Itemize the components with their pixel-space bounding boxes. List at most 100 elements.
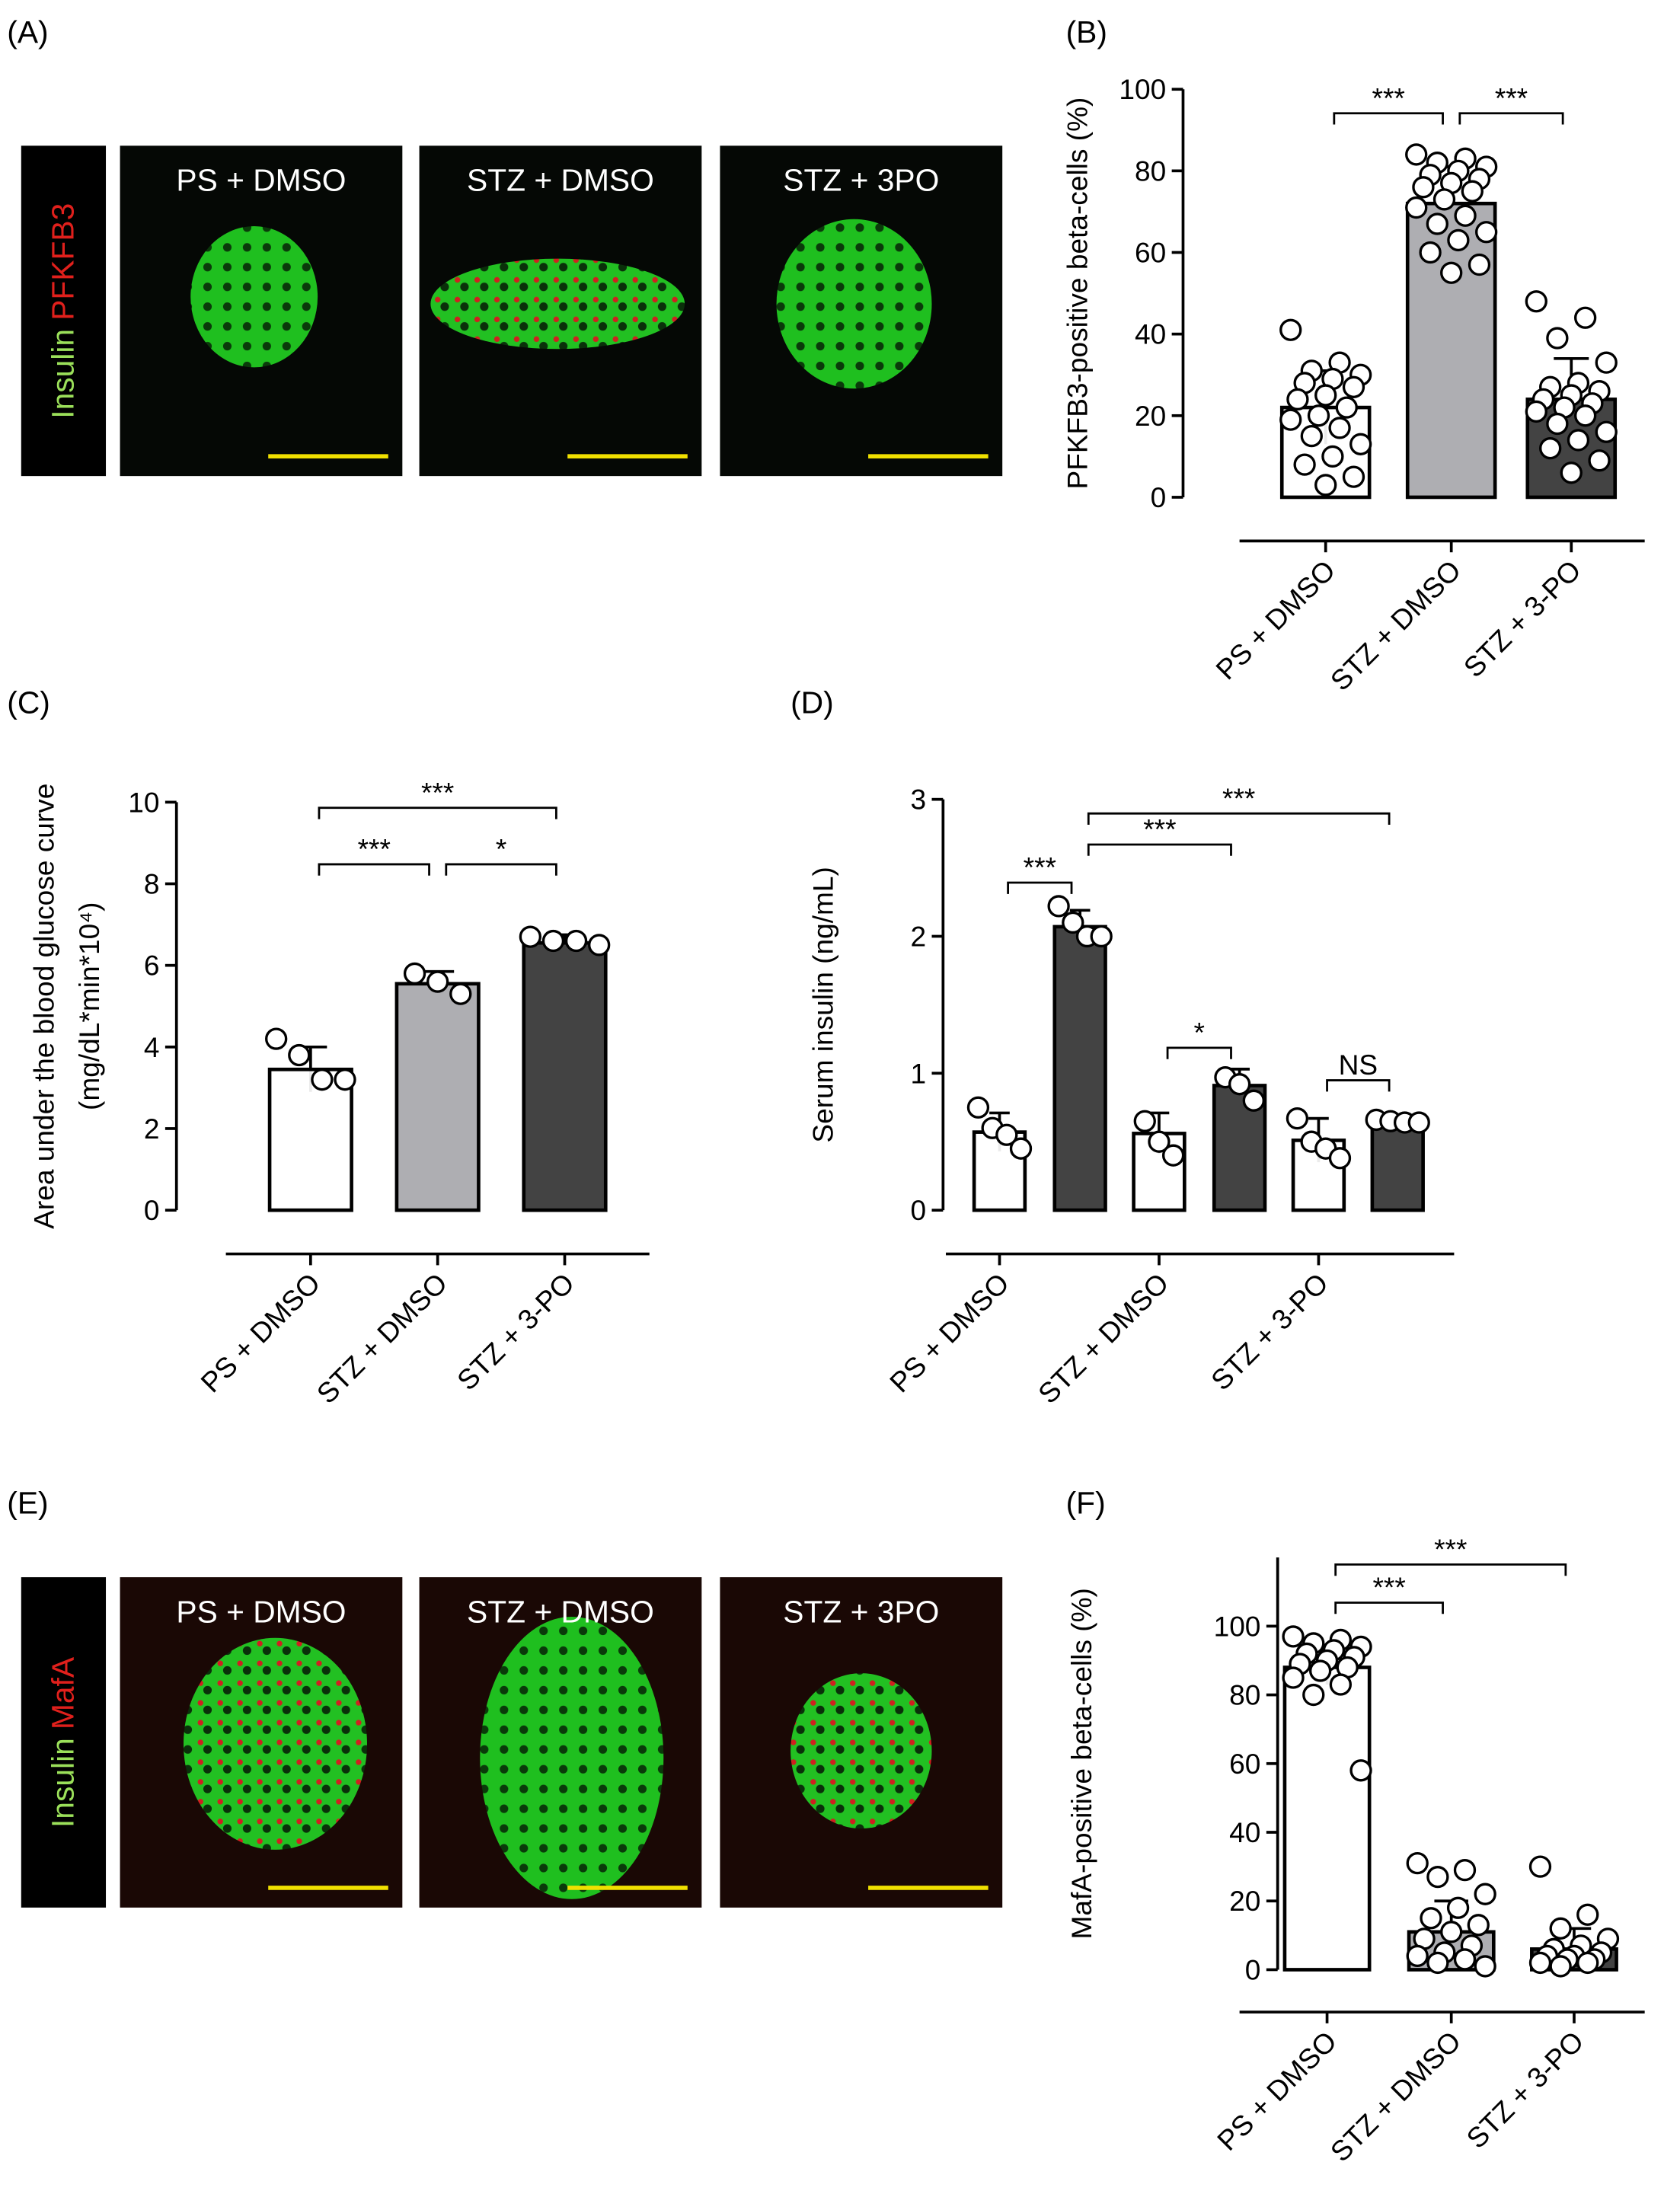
data-point [1453, 1948, 1477, 1971]
bar [267, 1067, 353, 1212]
significance-label: *** [358, 833, 391, 865]
data-point [1242, 1089, 1265, 1112]
data-point [1406, 1851, 1429, 1875]
stain-legend: Insulin MafA [45, 1656, 80, 1828]
panel-letters: (A) (B) (C) (D) (E) (F) [7, 14, 1107, 1521]
stain-name: Insulin [45, 329, 80, 419]
image-label: STZ + 3PO [783, 1594, 939, 1629]
data-point [334, 1068, 356, 1091]
islet [183, 1637, 367, 1850]
y-tick-label: 100 [1214, 1610, 1261, 1642]
data-point [1302, 1683, 1325, 1707]
x-tick-label: STZ + 3-PO [1205, 1266, 1334, 1396]
significance-label: *** [1222, 782, 1255, 814]
significance-bracket [1166, 1046, 1232, 1059]
data-point [1062, 911, 1084, 934]
data-point [1549, 1917, 1572, 1940]
significance-bracket [1087, 812, 1391, 826]
x-tick-label: STZ + DMSO [1324, 554, 1467, 697]
significance-label: *** [1024, 851, 1056, 883]
panel-letter: (A) [7, 14, 48, 50]
data-point [1440, 261, 1463, 284]
x-tick-label: STZ + DMSO [1324, 2025, 1467, 2168]
y-tick-label: 8 [144, 867, 160, 899]
y-tick-label: 0 [1151, 481, 1167, 513]
islet [190, 226, 318, 368]
data-point [1549, 1955, 1572, 1978]
data-point [1412, 176, 1435, 199]
significance-label: *** [421, 776, 454, 808]
data-point [1447, 228, 1470, 252]
data-point [1133, 1110, 1156, 1132]
x-tick-label: PS + DMSO [883, 1266, 1015, 1398]
data-point [588, 934, 611, 956]
y-tick-label: 20 [1135, 400, 1166, 432]
data-point [1595, 351, 1618, 374]
y-tick-label: 6 [144, 950, 160, 982]
data-point [519, 925, 541, 948]
y-axis-title: PFKFB3-positive beta-cells (%) [1061, 97, 1093, 490]
data-point [1335, 396, 1358, 419]
data-point [966, 1096, 990, 1119]
data-point [1047, 895, 1070, 918]
x-tick-label: PS + DMSO [1209, 554, 1341, 685]
data-point [1314, 474, 1337, 497]
data-point [1293, 453, 1316, 476]
data-point [1349, 433, 1372, 455]
x-tick-label: STZ + DMSO [310, 1266, 453, 1410]
data-point [1286, 1107, 1309, 1130]
x-tick-label: STZ + 3-PO [1458, 554, 1587, 683]
data-point [1453, 1858, 1477, 1882]
data-point [1454, 204, 1477, 227]
significance-bracket [1334, 1563, 1567, 1576]
y-axis-title: Serum insulin (ng/mL) [807, 867, 839, 1143]
data-point [1595, 420, 1618, 443]
y-tick-label: 3 [910, 784, 926, 816]
significance-bracket [318, 806, 557, 819]
y-tick-label: 0 [1245, 1953, 1261, 1985]
data-point [1426, 1866, 1449, 1889]
data-point [1282, 1666, 1305, 1689]
data-point [1349, 1759, 1372, 1782]
significance-bracket [445, 863, 557, 876]
data-point [1286, 388, 1309, 411]
y-tick-label: 20 [1229, 1885, 1260, 1917]
y-axis-title: MafA-positive beta-cells (%) [1065, 1588, 1097, 1939]
bar [1282, 1665, 1372, 1972]
data-point [1328, 1147, 1352, 1170]
data-point [995, 1123, 1018, 1146]
data-point [1474, 1955, 1496, 1978]
y-tick-label: 80 [1135, 155, 1166, 187]
panel-letter: (D) [790, 685, 834, 720]
significance-bracket [1326, 1079, 1391, 1092]
data-point [1419, 241, 1442, 264]
data-point [1279, 318, 1302, 341]
data-point [1546, 327, 1569, 350]
y-tick-label: 0 [144, 1194, 160, 1226]
data-point [288, 1043, 311, 1067]
data-point [1009, 1137, 1033, 1160]
data-point [1440, 1921, 1463, 1943]
panel-letter: (B) [1066, 14, 1107, 50]
data-point [541, 929, 565, 953]
y-tick-label: 60 [1229, 1748, 1260, 1780]
significance-label: *** [1372, 81, 1405, 113]
significance-bracket [1334, 1602, 1444, 1614]
data-point [1576, 1903, 1599, 1926]
stain-name: MafA [45, 1656, 80, 1729]
data-point [1574, 306, 1597, 329]
y-tick-label: 2 [144, 1113, 160, 1145]
islet [776, 219, 932, 389]
stain-legend: Insulin PFKFB3 [45, 203, 80, 419]
significance-bracket [1007, 881, 1073, 894]
y-tick-label: 40 [1135, 318, 1166, 350]
significance-label: *** [1372, 1571, 1405, 1603]
data-point [1528, 1855, 1552, 1878]
x-tick-label: PS + DMSO [194, 1266, 326, 1398]
data-point [1525, 290, 1547, 313]
data-point [1328, 417, 1351, 439]
data-point [1546, 412, 1569, 436]
data-point [1309, 1659, 1332, 1682]
data-point [426, 970, 449, 993]
panel-letter: (E) [7, 1486, 48, 1521]
